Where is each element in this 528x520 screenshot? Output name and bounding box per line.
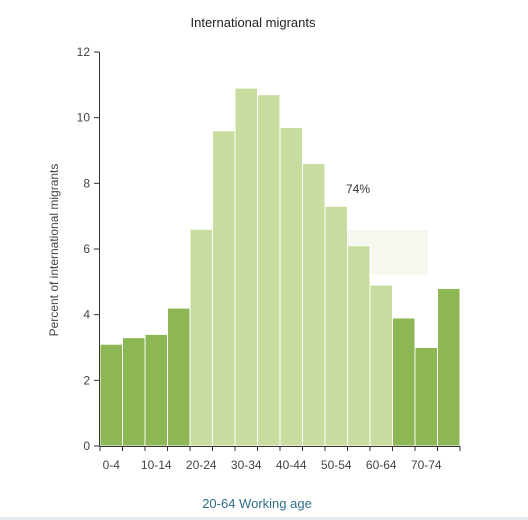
y-tick-label-4: 4 [83,308,90,322]
chart-title: International migrants [190,15,316,30]
y-tick-label-2: 2 [83,373,90,387]
x-tick-label-30-34: 30-34 [231,458,262,472]
bar-40-44 [279,127,303,447]
y-tick-label-6: 6 [83,242,90,256]
y-tick-label-8: 8 [83,176,90,190]
bar-25-29 [212,130,236,447]
bar-30-34 [234,87,258,447]
y-axis-title: Percent of international migrants [47,164,61,337]
x-tick-label-0-4: 0-4 [103,458,121,472]
bottom-divider [0,517,528,520]
y-tick-label-0: 0 [83,439,90,453]
x-tick-label-20-24: 20-24 [186,458,217,472]
x-tick-label-40-44: 40-44 [276,458,307,472]
bars-layer [99,87,461,447]
bar-5-9 [122,337,146,447]
bar-65-69 [392,317,416,447]
bar-35-39 [257,94,281,447]
x-tick-label-50-54: 50-54 [321,458,352,472]
working-age-label: 20-64 Working age [202,496,312,511]
bar-60-64 [369,284,393,447]
y-tick-label-12: 12 [77,45,91,59]
bar-55-59 [347,245,371,447]
axes-layer: 0 2 4 6 8 10 12 0-4 10-14 20-24 30-34 40-44 50-54 60-… [77,45,461,472]
bar-70-74 [414,347,438,447]
x-tick-label-60-64: 60-64 [366,458,397,472]
annotation-label: 74% [346,182,370,196]
y-tick-label-10: 10 [77,111,91,125]
x-tick-label-10-14: 10-14 [141,458,172,472]
bar-20-24 [189,228,213,447]
bar-0-4 [99,343,123,447]
bar-50-54 [324,205,348,447]
x-tick-label-70-74: 70-74 [411,458,442,472]
bar-10-14 [144,333,168,447]
bar-45-49 [302,163,326,447]
bar-15-19 [167,307,191,447]
bar-75plus [437,287,461,447]
